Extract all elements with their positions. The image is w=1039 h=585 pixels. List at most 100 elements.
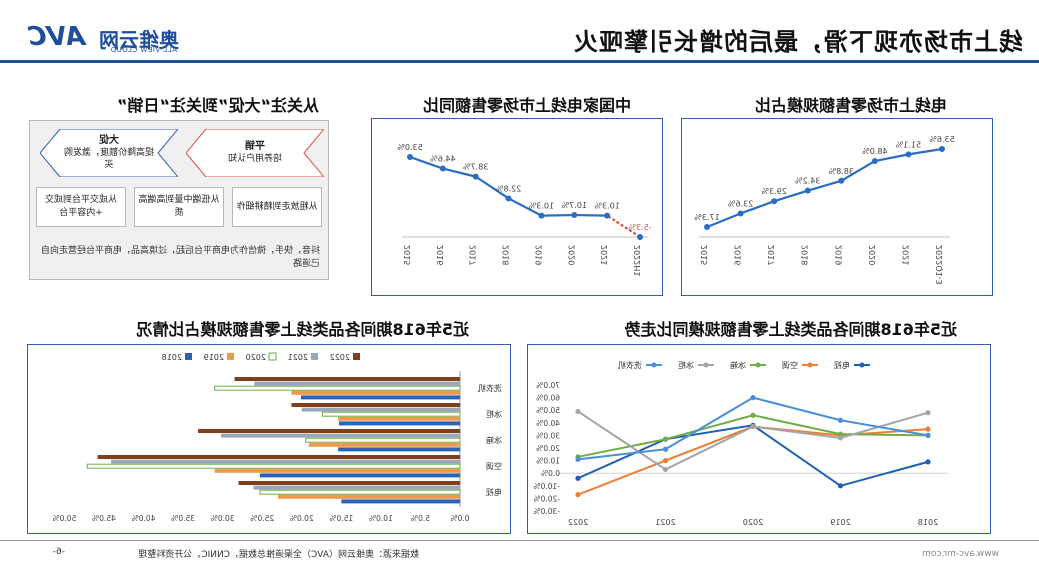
legend-label: 电视 (834, 360, 850, 370)
bar (300, 395, 460, 400)
data-point (905, 151, 912, 158)
bar (338, 416, 460, 421)
series-point (925, 459, 931, 465)
trend-chart-panel: 70.0% 60.0% 50.0% 40.0% 30.0% 20.0% 10.0% 0.0% -… (527, 344, 991, 534)
legend-label: 冰柜 (678, 360, 694, 370)
bar (221, 433, 460, 438)
series-point (837, 435, 844, 441)
data-point (804, 187, 811, 194)
yoy-chart-title: 中国家电线上市场零售额同比 (422, 96, 631, 115)
category-label: 洗衣机 (478, 383, 502, 393)
bar (214, 468, 460, 473)
x-tick-label: 15.0% (329, 514, 353, 523)
data-label: 53.6% (929, 135, 955, 144)
category-label: 2015 (700, 245, 709, 265)
bar (278, 494, 460, 499)
x-tick-label: 35.0% (171, 514, 195, 523)
series-segment (773, 189, 809, 203)
series-point (750, 412, 756, 418)
data-label: 44.6% (430, 155, 456, 164)
data-label: 29.3% (761, 187, 787, 196)
data-point (538, 212, 545, 219)
bar (338, 421, 460, 426)
data-point (737, 210, 744, 217)
y-tick-label: -30.0% (533, 507, 560, 516)
category-label: 2019 (834, 245, 843, 265)
category-label: 2021 (600, 245, 609, 265)
legend-marker (859, 362, 865, 368)
data-label: 17.3% (694, 213, 720, 222)
category-label: 2019 (534, 245, 543, 265)
series-point (925, 432, 931, 438)
bar (305, 437, 461, 443)
legend-label: 洗衣机 (618, 360, 642, 370)
y-tick-label: 50.0% (536, 406, 560, 415)
data-label: 10.7% (561, 201, 587, 210)
y-tick-label: 40.0% (536, 419, 560, 428)
series-point (662, 436, 669, 442)
flow-panel: 大促 提高降价额度，激发购买 平销 培养用户认知 从粗放走到精耕细作 从低端中量… (29, 120, 329, 280)
data-point (704, 224, 710, 230)
series-point (662, 466, 669, 473)
bar (291, 390, 460, 395)
bar (259, 473, 460, 478)
series-point (575, 492, 581, 498)
legend-swatch (227, 353, 234, 360)
category-label: 2016 (436, 245, 445, 265)
data-point (871, 158, 878, 165)
legend-label: 空调 (782, 360, 798, 370)
bar (86, 463, 461, 469)
page-title: 线上市场亦现下滑，最后的增长引擎哑火 (573, 28, 1023, 56)
series-point (662, 446, 669, 452)
series-point (925, 410, 931, 416)
series-point (750, 423, 756, 430)
y-tick-label: -10.0% (533, 482, 560, 491)
data-label: 22.8% (495, 184, 521, 193)
y-tick-label: 70.0% (536, 381, 560, 390)
x-tick-label: 2021 (655, 518, 675, 527)
legend-label: 2019 (204, 353, 224, 362)
bar (97, 455, 460, 459)
legend-label: 2021 (288, 353, 308, 362)
series-point (837, 431, 844, 437)
x-tick-label: 2019 (830, 518, 850, 527)
bar (198, 429, 460, 433)
data-point (604, 212, 611, 219)
bar (341, 499, 460, 504)
arrow-promo-body: 培养用户认知 (228, 154, 283, 164)
legend-label: 2020 (246, 353, 266, 362)
flow-title: 从关注“大促”到关注“日销” (116, 96, 319, 115)
legend-swatch (311, 353, 318, 360)
series-line (577, 414, 929, 458)
series-point (837, 417, 844, 423)
data-label: 53.0% (397, 143, 423, 152)
x-tick-label: 50.0% (52, 514, 76, 523)
category-label: 2017 (469, 245, 478, 265)
y-tick-label: 60.0% (536, 394, 560, 403)
x-tick-label: 2018 (918, 518, 938, 527)
source-note: 数据来源：奥维云网（AVC）全渠道推总数据，CNNIC，公开资料整理 (138, 550, 419, 560)
bar (338, 447, 460, 452)
x-tick-label: 30.0% (211, 514, 235, 523)
series-segment (508, 197, 542, 217)
legend-swatch (185, 353, 192, 360)
logo-en: ALL VIEW CLOUD (110, 46, 177, 54)
series-segment (807, 179, 842, 192)
bar (301, 407, 460, 412)
series-point (575, 408, 581, 415)
data-point (637, 234, 643, 240)
x-tick-label: 20.0% (290, 514, 314, 523)
category-label: 2020 (567, 245, 576, 265)
category-label: 2016 (734, 245, 743, 265)
category-label: 2022Q1-3 (935, 245, 944, 285)
data-label: 48.0% (862, 147, 888, 156)
trend-chart: 70.0% 60.0% 50.0% 40.0% 30.0% 20.0% 10.0% 0.0% -… (533, 360, 948, 527)
arrow-promo: 平销 培养用户认知 (186, 129, 324, 177)
arrow-daily-head: 大促 (99, 135, 119, 146)
y-tick-label: 30.0% (536, 431, 560, 440)
series-point (575, 475, 581, 481)
trend-chart-title: 近5年618期间各品类线上零售额规模同比走势 (624, 320, 957, 339)
series-point (750, 395, 756, 401)
category-label: 空调 (486, 461, 502, 471)
bar (291, 403, 460, 407)
